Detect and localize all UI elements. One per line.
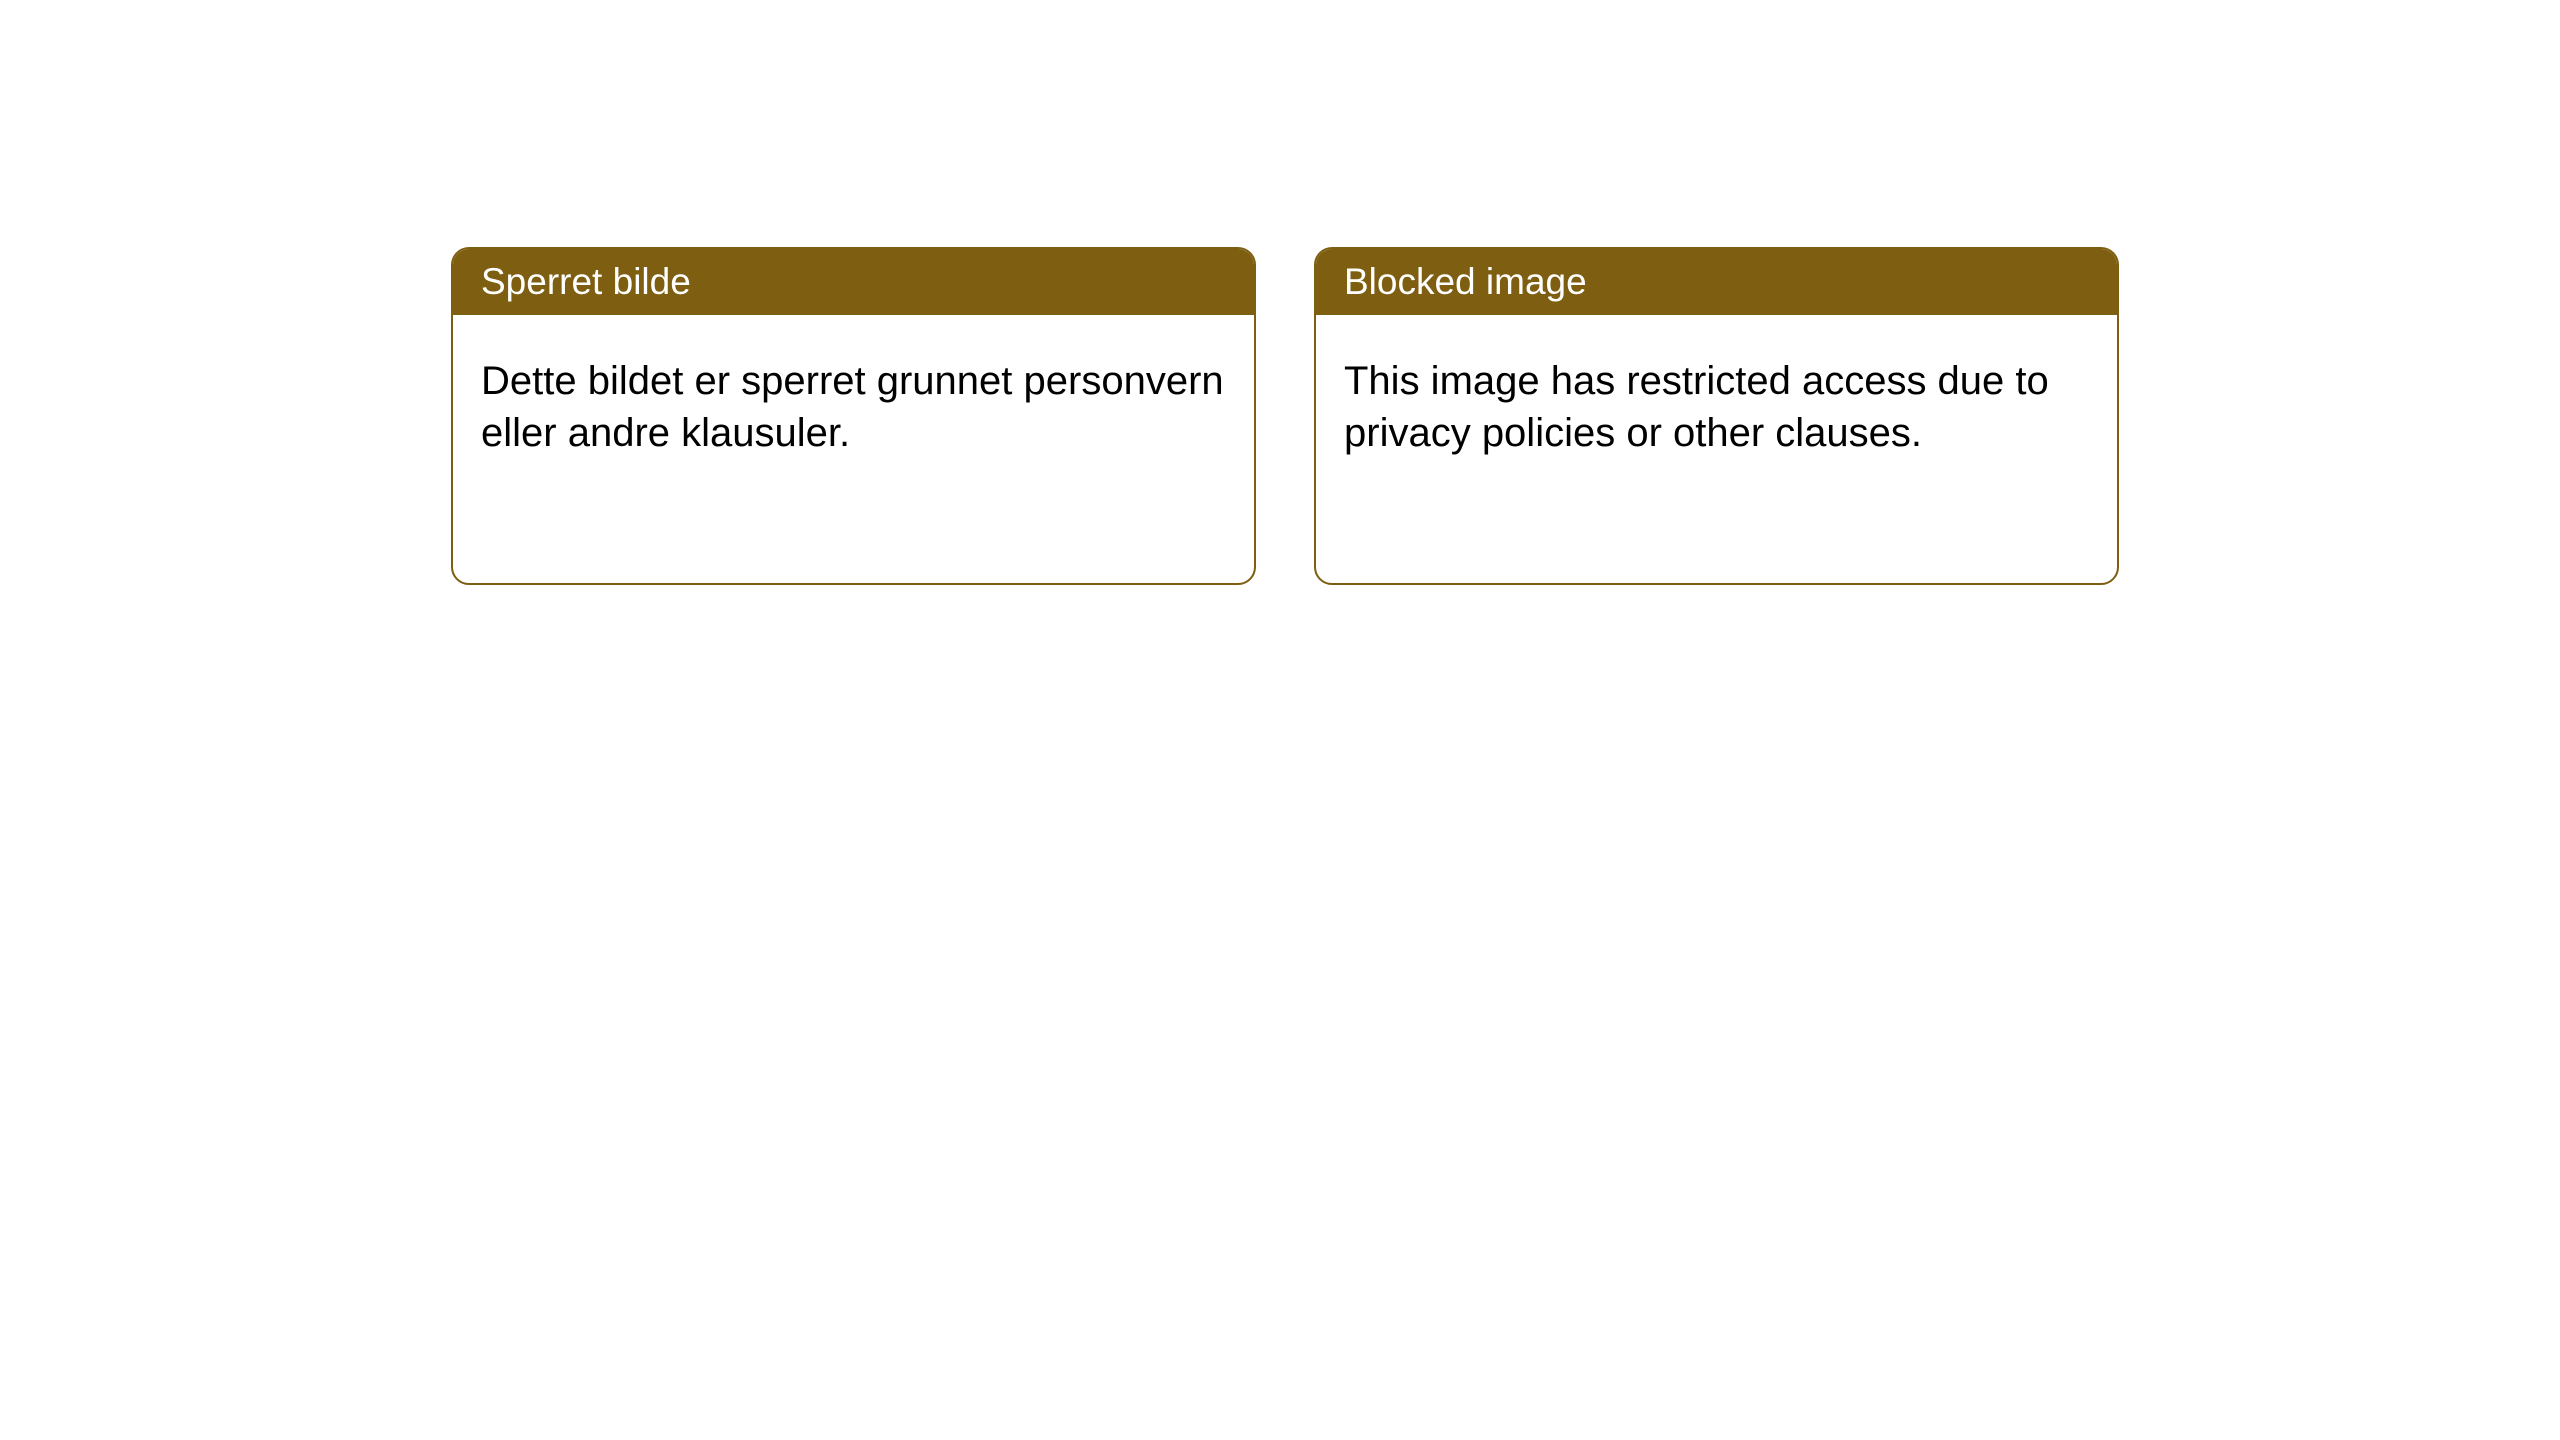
blocked-image-card-en: Blocked image This image has restricted … [1314,247,2119,585]
card-body-en: This image has restricted access due to … [1316,315,2117,499]
card-header-en: Blocked image [1316,249,2117,315]
card-message-en: This image has restricted access due to … [1344,359,2049,455]
card-header-no: Sperret bilde [453,249,1254,315]
card-message-no: Dette bildet er sperret grunnet personve… [481,359,1224,455]
card-title-en: Blocked image [1344,261,1587,302]
blocked-image-card-no: Sperret bilde Dette bildet er sperret gr… [451,247,1256,585]
card-title-no: Sperret bilde [481,261,691,302]
cards-container: Sperret bilde Dette bildet er sperret gr… [451,247,2119,585]
card-body-no: Dette bildet er sperret grunnet personve… [453,315,1254,499]
